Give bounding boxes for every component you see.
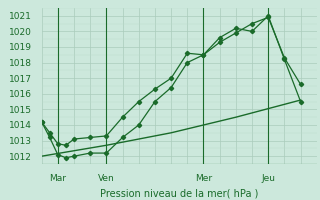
X-axis label: Pression niveau de la mer( hPa ): Pression niveau de la mer( hPa ) [100, 188, 258, 198]
